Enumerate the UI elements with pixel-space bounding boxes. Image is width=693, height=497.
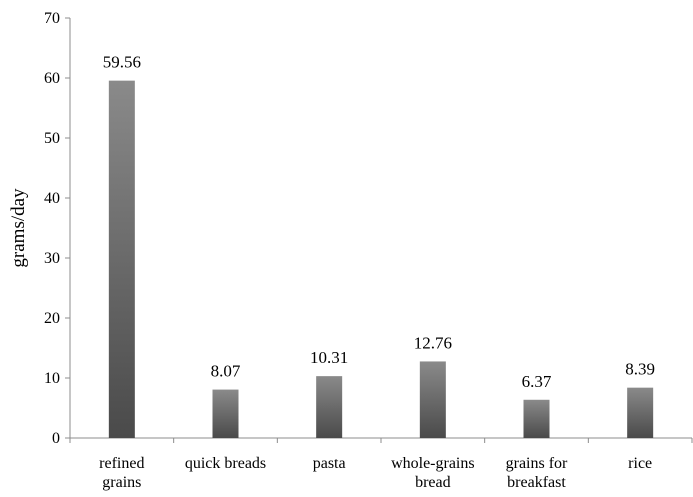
y-tick-label: 40: [44, 190, 60, 207]
y-axis-title: grams/day: [8, 188, 29, 268]
bars: [108, 80, 654, 438]
bar: [523, 399, 550, 438]
x-axis: [69, 437, 693, 443]
category-label: refined grains: [99, 455, 144, 491]
data-label: 59.56: [103, 53, 141, 72]
data-label: 8.07: [211, 362, 241, 381]
category-label: rice: [628, 455, 652, 472]
bar: [212, 389, 239, 438]
y-tick-label: 70: [44, 10, 60, 27]
data-label: 10.31: [310, 348, 348, 367]
data-label: 12.76: [414, 333, 452, 352]
y-tick-label: 60: [44, 70, 60, 87]
data-label: 8.39: [625, 360, 655, 379]
category-labels: refined grains quick breads pasta whole-grai…: [99, 455, 652, 491]
category-label: whole-grains bread: [391, 455, 475, 491]
category-label: grains for breakfast: [506, 455, 568, 491]
data-label: 6.37: [522, 372, 552, 391]
category-label: pasta: [313, 455, 346, 472]
y-tick-label: 0: [52, 430, 60, 447]
bar: [627, 387, 654, 438]
y-tick-label: 30: [44, 250, 60, 267]
y-tick-label: 20: [44, 310, 60, 327]
data-labels: 59.56 8.07 10.31 12.76 6.37 8.39: [103, 53, 655, 391]
bar: [316, 376, 343, 438]
y-axis: 0 10 20 30 40 50 60 70: [44, 10, 71, 447]
category-label: quick breads: [185, 455, 266, 472]
bar: [108, 80, 135, 438]
bar: [419, 361, 446, 438]
y-tick-label: 10: [44, 370, 60, 387]
y-tick-label: 50: [44, 130, 60, 147]
